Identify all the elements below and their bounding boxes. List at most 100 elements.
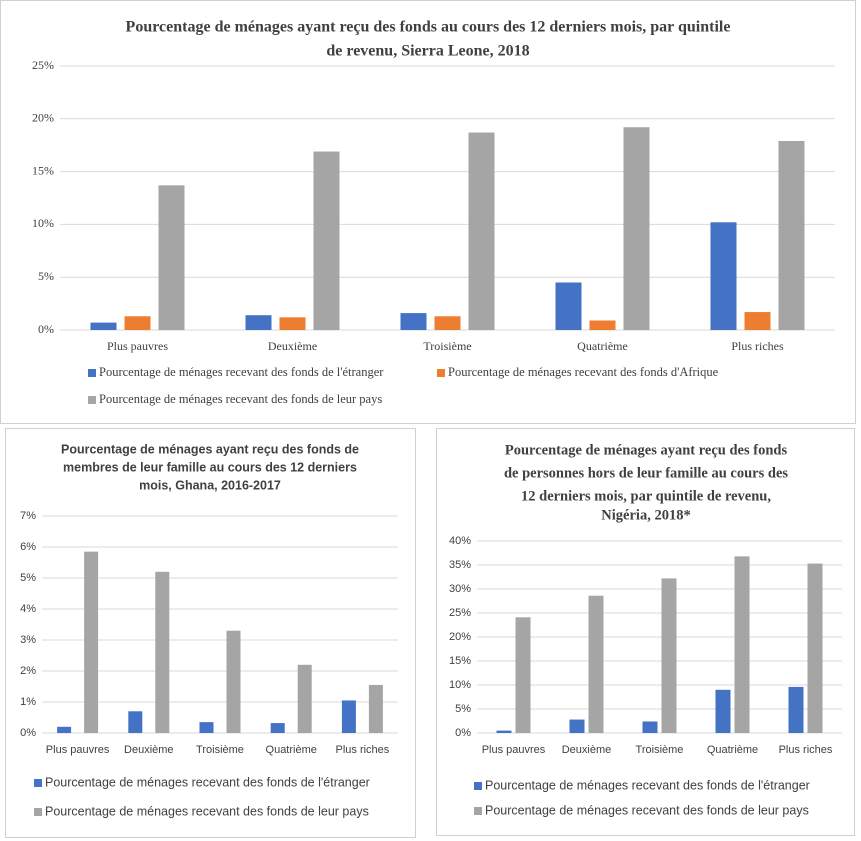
legend-key: [474, 807, 482, 815]
legend-label: Pourcentage de ménages recevant des fond…: [485, 778, 810, 792]
y-tick-label: 0%: [20, 727, 36, 739]
legend-label: Pourcentage de ménages recevant des fond…: [99, 365, 384, 379]
legend-key: [474, 782, 482, 790]
y-tick-label: 20%: [449, 631, 471, 643]
chart-frame: [5, 428, 416, 838]
x-tick-label: Quatrième: [707, 744, 758, 756]
chart-title: membres de leur famille au cours des 12 …: [63, 460, 357, 474]
y-tick-label: 20%: [32, 111, 54, 125]
bar: [313, 151, 340, 330]
y-tick-label: 15%: [449, 655, 471, 667]
chart-title: de revenu, Sierra Leone, 2018: [326, 43, 529, 60]
x-tick-label: Plus riches: [731, 339, 784, 353]
bar: [496, 730, 512, 733]
y-tick-label: 10%: [32, 216, 54, 230]
x-tick-label: Deuxième: [268, 339, 317, 353]
bar: [270, 723, 285, 733]
bar: [57, 726, 72, 733]
bar: [642, 721, 658, 733]
chart-title: Pourcentage de ménages ayant reçu des fo…: [61, 442, 359, 456]
bar: [734, 556, 750, 733]
chart-frame: [436, 428, 855, 836]
x-tick-label: Deuxième: [124, 744, 174, 756]
y-tick-label: 5%: [455, 703, 471, 715]
chart-title: Pourcentage de ménages ayant reçu des fo…: [126, 19, 731, 36]
bar: [623, 127, 650, 330]
chart-title: Nigéria, 2018*: [601, 507, 690, 523]
bar: [279, 317, 306, 330]
bar: [788, 686, 804, 733]
legend-key: [88, 396, 96, 404]
bar: [661, 578, 677, 733]
legend-label: Pourcentage de ménages recevant des fond…: [448, 365, 719, 379]
y-tick-label: 30%: [449, 583, 471, 595]
bar: [341, 700, 356, 733]
bar: [434, 316, 461, 330]
y-tick-label: 0%: [38, 322, 54, 336]
x-tick-label: Deuxième: [562, 744, 612, 756]
y-tick-label: 5%: [38, 269, 54, 283]
y-tick-label: 35%: [449, 559, 471, 571]
bar: [588, 595, 604, 733]
bar: [297, 664, 312, 733]
bar: [199, 722, 214, 733]
legend-key: [34, 779, 42, 787]
x-tick-label: Plus riches: [779, 744, 833, 756]
y-tick-label: 2%: [20, 665, 36, 677]
bar: [569, 719, 585, 733]
legend-label: Pourcentage de ménages recevant des fond…: [485, 803, 809, 817]
bar: [245, 315, 272, 330]
legend-key: [437, 369, 445, 377]
bar: [778, 140, 805, 330]
x-tick-label: Plus pauvres: [482, 744, 546, 756]
bar: [84, 551, 99, 733]
y-tick-label: 10%: [449, 679, 471, 691]
y-tick-label: 7%: [20, 510, 36, 522]
bar: [589, 320, 616, 330]
chart-frame: [0, 0, 856, 424]
bar: [744, 312, 771, 330]
bar: [555, 282, 582, 330]
chart-title: de personnes hors de leur famille au cou…: [504, 465, 788, 481]
y-tick-label: 0%: [455, 727, 471, 739]
x-tick-label: Troisième: [196, 744, 244, 756]
bar: [155, 571, 170, 733]
chart-title: 12 derniers mois, par quintile de revenu…: [521, 488, 771, 504]
chart-title: mois, Ghana, 2016-2017: [139, 478, 281, 492]
x-tick-label: Quatrième: [266, 744, 317, 756]
x-tick-label: Plus pauvres: [46, 744, 110, 756]
y-tick-label: 25%: [32, 58, 54, 72]
bar: [400, 313, 427, 330]
legend-key: [34, 808, 42, 816]
bar: [90, 322, 117, 330]
legend-label: Pourcentage de ménages recevant des fond…: [99, 392, 382, 406]
legend-key: [88, 369, 96, 377]
x-tick-label: Plus pauvres: [107, 339, 168, 353]
bar: [807, 563, 823, 733]
y-tick-label: 3%: [20, 634, 36, 646]
bar: [226, 630, 241, 733]
x-tick-label: Quatrième: [577, 339, 628, 353]
y-tick-label: 40%: [449, 535, 471, 547]
bar: [124, 316, 151, 330]
chart-title: Pourcentage de ménages ayant reçu des fo…: [505, 442, 788, 458]
y-tick-label: 15%: [32, 163, 54, 177]
x-tick-label: Troisième: [423, 339, 471, 353]
y-tick-label: 6%: [20, 541, 36, 553]
y-tick-label: 4%: [20, 603, 36, 615]
x-tick-label: Plus riches: [336, 744, 390, 756]
bar: [158, 185, 185, 330]
x-tick-label: Troisième: [636, 744, 684, 756]
bar: [710, 222, 737, 330]
y-tick-label: 25%: [449, 607, 471, 619]
y-tick-label: 5%: [20, 572, 36, 584]
y-tick-label: 1%: [20, 696, 36, 708]
bar: [468, 132, 495, 330]
legend-label: Pourcentage de ménages recevant des fond…: [45, 775, 370, 789]
legend-label: Pourcentage de ménages recevant des fond…: [45, 804, 369, 818]
bar: [515, 617, 531, 733]
bar: [128, 711, 143, 733]
bar: [368, 684, 383, 733]
bar: [715, 689, 731, 733]
